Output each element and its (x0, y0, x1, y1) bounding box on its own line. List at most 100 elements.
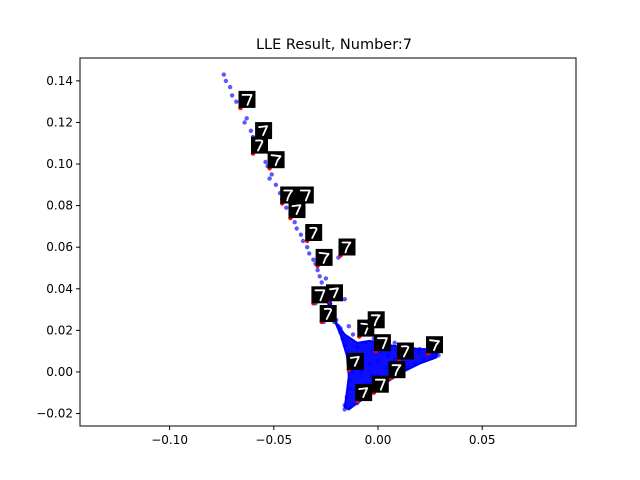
y-tick-label: 0.02 (46, 323, 73, 337)
data-point (221, 72, 226, 77)
digit-seven-glyph (341, 241, 352, 254)
data-point (342, 407, 347, 412)
digit-seven-glyph (329, 287, 339, 299)
data-point (350, 369, 356, 375)
x-tick-label: −0.05 (255, 433, 292, 447)
digit-thumbnail (251, 136, 268, 154)
digit-thumbnail (371, 375, 389, 393)
data-point (342, 297, 347, 302)
data-point (227, 84, 233, 90)
digit-thumbnail (367, 311, 385, 329)
data-point (248, 128, 254, 133)
data-point (305, 245, 310, 250)
digit-thumbnail (288, 201, 306, 219)
data-point (417, 346, 422, 352)
digit-thumbnail (426, 336, 443, 354)
digit-seven-glyph (429, 339, 440, 352)
y-tick-label: 0.10 (46, 157, 73, 171)
data-point (315, 267, 320, 273)
digit-seven-glyph (323, 307, 332, 320)
digit-seven-glyph (376, 337, 388, 350)
x-tick-label: 0.00 (365, 433, 392, 447)
thumbnail-background (346, 352, 364, 370)
digit-seven-glyph (374, 378, 386, 391)
digit-seven-glyph (309, 226, 318, 239)
y-tick-label: 0.06 (46, 240, 73, 254)
data-point (323, 276, 329, 281)
data-point (375, 359, 381, 364)
y-tick-label: 0.08 (46, 199, 73, 213)
digit-seven-glyph (291, 204, 302, 216)
y-tick-label: 0.14 (46, 74, 73, 88)
digit-seven-glyph (358, 387, 369, 399)
data-point (350, 332, 356, 337)
data-point (234, 99, 239, 104)
data-point (267, 176, 272, 181)
thumbnail-background (326, 284, 343, 302)
data-point (344, 394, 349, 400)
data-point (392, 357, 397, 362)
data-point (223, 78, 229, 84)
digit-thumbnail (280, 186, 298, 204)
chart-title: LLE Result, Number:7 (256, 37, 412, 53)
y-tick-label: 0.12 (46, 115, 73, 129)
data-point (284, 205, 289, 210)
data-point (417, 351, 422, 356)
data-point (292, 220, 297, 225)
digit-seven-glyph (283, 189, 294, 202)
data-point (355, 344, 360, 350)
data-point (294, 226, 299, 231)
y-tick-label: 0.04 (46, 282, 73, 296)
digit-thumbnail (267, 151, 285, 169)
digit-seven-glyph (370, 314, 381, 327)
data-point (342, 342, 347, 348)
digit-seven-glyph (314, 289, 326, 302)
data-point (263, 159, 268, 165)
data-point (311, 257, 316, 262)
digit-thumbnail (315, 248, 333, 266)
thumbnail-background (396, 342, 414, 360)
data-point (421, 357, 427, 362)
data-point (392, 340, 397, 345)
data-point (346, 324, 351, 329)
digit-thumbnail (346, 352, 364, 370)
data-point (242, 120, 247, 125)
thumbnail-background (251, 136, 268, 154)
data-point (430, 355, 435, 360)
data-point (307, 251, 312, 256)
digit-seven-glyph (270, 154, 282, 167)
axes: −0.10 −0.05 0.00 0.05 −0.02 0.00 0.02 0.04 0.06 0… (36, 57, 577, 447)
digit-thumbnail (255, 122, 273, 140)
data-point (273, 182, 279, 187)
data-point (340, 336, 345, 341)
digit-thumbnail (338, 238, 356, 256)
data-point (367, 361, 372, 366)
digit-thumbnail (296, 186, 314, 204)
digit-seven-glyph (299, 189, 311, 202)
data-point (344, 349, 349, 354)
data-point (348, 378, 354, 383)
digit-seven-glyph (258, 125, 269, 136)
x-tick-label: 0.05 (469, 433, 496, 447)
data-point (346, 386, 351, 391)
thumbnail-background (305, 224, 323, 241)
digit-seven-glyph (391, 364, 402, 377)
digit-thumbnail (238, 90, 256, 108)
data-point (319, 280, 324, 285)
data-point (363, 340, 368, 345)
digit-thumbnail (326, 284, 343, 302)
digit-seven-glyph (241, 94, 253, 106)
digit-thumbnail (305, 224, 323, 241)
thumbnail-background (255, 122, 273, 140)
data-point (244, 116, 249, 121)
data-point (386, 353, 391, 358)
data-point (359, 369, 364, 375)
thumbnail-background (288, 201, 306, 219)
y-tick-label: −0.02 (36, 407, 73, 421)
digit-thumbnail (311, 286, 329, 304)
data-point (413, 361, 418, 366)
data-point (436, 353, 441, 358)
digit-thumbnail (355, 384, 373, 402)
